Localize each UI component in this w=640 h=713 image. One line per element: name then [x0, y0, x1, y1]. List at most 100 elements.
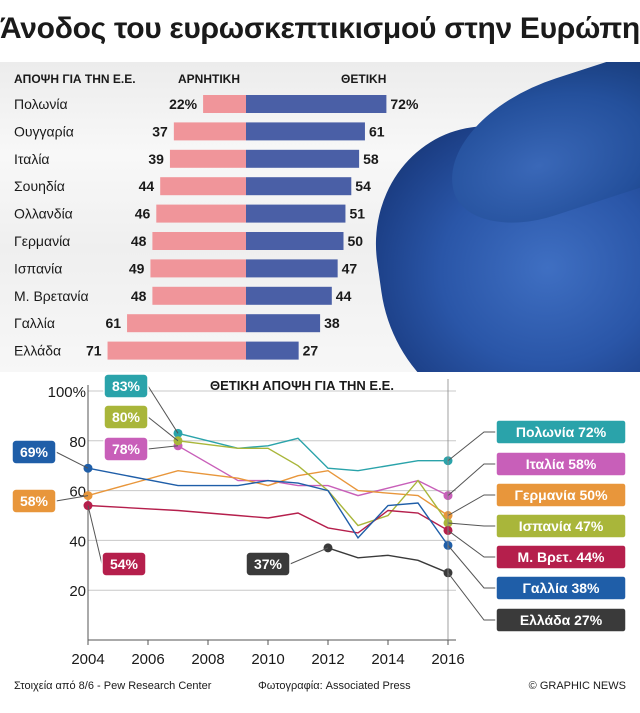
bar-header: ΑΠΟΨΗ ΓΙΑ ΤΗΝ Ε.Ε. [14, 72, 136, 86]
series-start-leader [147, 445, 179, 450]
bar-positive-value: 72% [390, 96, 419, 112]
series-start-badge [103, 404, 149, 430]
series-start-label: 69% [20, 444, 49, 460]
bar-positive [246, 314, 321, 333]
series-start-label: 78% [112, 441, 141, 457]
bar-positive [246, 95, 387, 113]
series-start-leader [289, 547, 329, 565]
legend-negative: ΑΡΝΗΤΙΚΗ [178, 72, 240, 86]
bar-negative [203, 95, 246, 113]
x-tick-label: 2004 [71, 651, 104, 668]
bar-negative-value: 37 [152, 123, 168, 139]
bar-category-label: Γαλλία [14, 315, 55, 331]
series-start-badge [103, 373, 149, 399]
bar-category-label: Ισπανία [14, 260, 62, 276]
x-tick-label: 2006 [131, 651, 164, 668]
series-line [87, 467, 449, 546]
series-start-label: 54% [110, 556, 139, 572]
series-end-leader [447, 522, 496, 527]
photo-credit: Φωτογραφία: Associated Press [258, 680, 411, 692]
bar-positive [246, 286, 332, 305]
bar-positive [246, 204, 346, 223]
bar-negative [156, 204, 246, 223]
bar-category-label: Ελλάδα [14, 343, 61, 359]
series-line [327, 547, 449, 574]
bar-negative-value: 49 [129, 260, 145, 276]
bar-positive [246, 149, 360, 168]
series-end-badge [495, 607, 627, 633]
series-line [87, 504, 449, 534]
y-tick-label: 80 [69, 434, 86, 451]
series-end-label: Μ. Βρετ. 44% [518, 549, 605, 565]
series-start-leader [147, 385, 179, 434]
bar-negative-value: 22% [169, 96, 198, 112]
series-end-badge [495, 513, 627, 539]
bar-positive-value: 58 [363, 151, 379, 167]
page-title: Άνοδος του ευρωσκεπτικισμού στην Ευρώπη [0, 12, 640, 45]
x-tick-label: 2012 [311, 651, 344, 668]
bar-positive-value: 38 [324, 315, 340, 331]
x-tick-label: 2016 [431, 651, 464, 668]
series-end-label: Πολωνία 72% [516, 424, 607, 440]
bar-positive [246, 177, 352, 196]
series-start-label: 83% [112, 378, 141, 394]
series-start-badge [11, 488, 57, 514]
series-end-leader [447, 463, 496, 496]
series-end-leader [447, 545, 496, 589]
y-tick-label: 100% [48, 384, 86, 401]
bar-negative-value: 44 [139, 178, 155, 194]
series-start-label: 80% [112, 409, 141, 425]
bar-positive [246, 122, 365, 141]
series-start-leader [55, 495, 89, 502]
series-line [177, 432, 448, 472]
series-end-leader [447, 431, 496, 462]
series-start-badge [101, 551, 147, 577]
bar-positive-value: 47 [342, 260, 358, 276]
brand-credit: © GRAPHIC NEWS [528, 680, 626, 692]
x-tick-label: 2010 [251, 651, 284, 668]
series-end-leader [447, 494, 496, 516]
legend-positive: ΘΕΤΙΚΗ [341, 72, 386, 86]
bar-chart-panel: ΑΠΟΨΗ ΓΙΑ ΤΗΝ Ε.Ε. ΑΡΝΗΤΙΚΗ ΘΕΤΙΚΗ Πολωνία 2… [0, 62, 640, 372]
bar-negative [169, 149, 246, 168]
series-line [87, 469, 449, 517]
series-end-leader [447, 572, 496, 621]
series-start-point [173, 428, 183, 438]
bar-negative [107, 341, 246, 360]
bar-positive-value: 27 [303, 343, 319, 359]
bar-negative-value: 71 [86, 343, 102, 359]
x-tick-label: 2008 [191, 651, 224, 668]
series-end-label: Γαλλία 38% [523, 580, 601, 596]
bar-category-label: Ουγγαρία [14, 123, 74, 139]
series-end-badge [495, 544, 627, 570]
bar-positive-value: 44 [336, 288, 352, 304]
bar-category-label: Μ. Βρετανία [14, 288, 89, 304]
bar-positive [246, 232, 344, 250]
bar-positive [246, 259, 338, 278]
y-tick-label: 20 [69, 583, 86, 600]
series-start-badge [103, 436, 149, 462]
series-start-label: 37% [254, 556, 283, 572]
series-start-badge [245, 551, 291, 577]
bar-category-label: Γερμανία [14, 233, 70, 249]
series-end-leader [447, 530, 496, 558]
series-end-label: Ιταλία 58% [526, 456, 597, 472]
bar-negative [173, 122, 246, 141]
bar-negative [152, 286, 246, 305]
bar-negative [127, 314, 246, 333]
series-end-label: Γερμανία 50% [514, 487, 608, 503]
series-start-label: 58% [20, 493, 49, 509]
bar-negative-value: 61 [105, 315, 121, 331]
bar-category-label: Ιταλία [14, 151, 50, 167]
y-tick-label: 40 [69, 533, 86, 550]
bar-category-label: Ολλανδία [14, 206, 73, 222]
series-end-badge [495, 482, 627, 508]
bar-category-label: Πολωνία [14, 96, 68, 112]
series-start-leader [147, 416, 179, 442]
bar-negative [150, 259, 246, 278]
series-end-badge [495, 451, 627, 477]
bar-negative-value: 48 [131, 288, 147, 304]
bar-positive-value: 61 [369, 123, 385, 139]
line-chart-title: ΘΕΤΙΚΗ ΑΠΟΨΗ ΓΙΑ ΤΗΝ Ε.Ε. [210, 378, 394, 393]
